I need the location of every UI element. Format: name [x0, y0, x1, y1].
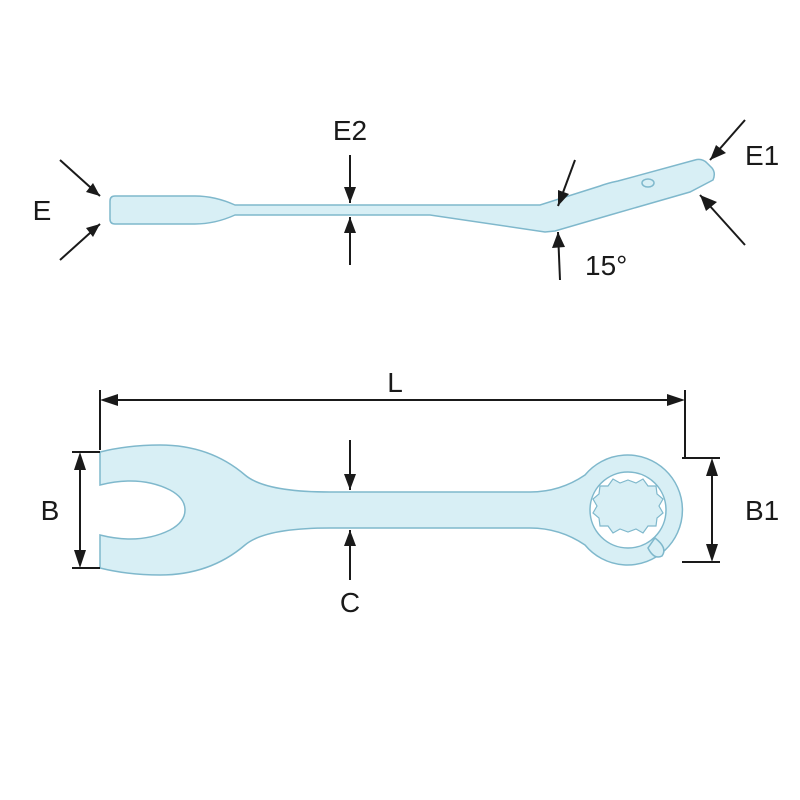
- label-C: C: [340, 587, 360, 618]
- wrench-dimension-diagram: E E2 15° E1: [0, 0, 800, 800]
- dim-B1: B1: [682, 458, 779, 562]
- dim-B: B: [41, 452, 100, 568]
- label-E2: E2: [333, 115, 367, 146]
- dim-E: E: [33, 160, 100, 260]
- label-angle: 15°: [585, 250, 627, 281]
- dim-E1: E1: [700, 120, 779, 245]
- label-E1: E1: [745, 140, 779, 171]
- dim-E2: E2: [333, 115, 367, 265]
- dim-C: C: [340, 440, 360, 618]
- label-L: L: [387, 367, 403, 398]
- label-B: B: [41, 495, 60, 526]
- label-E: E: [33, 195, 52, 226]
- top-view: [100, 445, 682, 575]
- label-B1: B1: [745, 495, 779, 526]
- side-switch-nub: [642, 179, 654, 187]
- side-view: [110, 159, 714, 232]
- side-profile-body: [110, 159, 714, 232]
- dim-L: L: [100, 367, 685, 458]
- ring-socket: [590, 472, 666, 548]
